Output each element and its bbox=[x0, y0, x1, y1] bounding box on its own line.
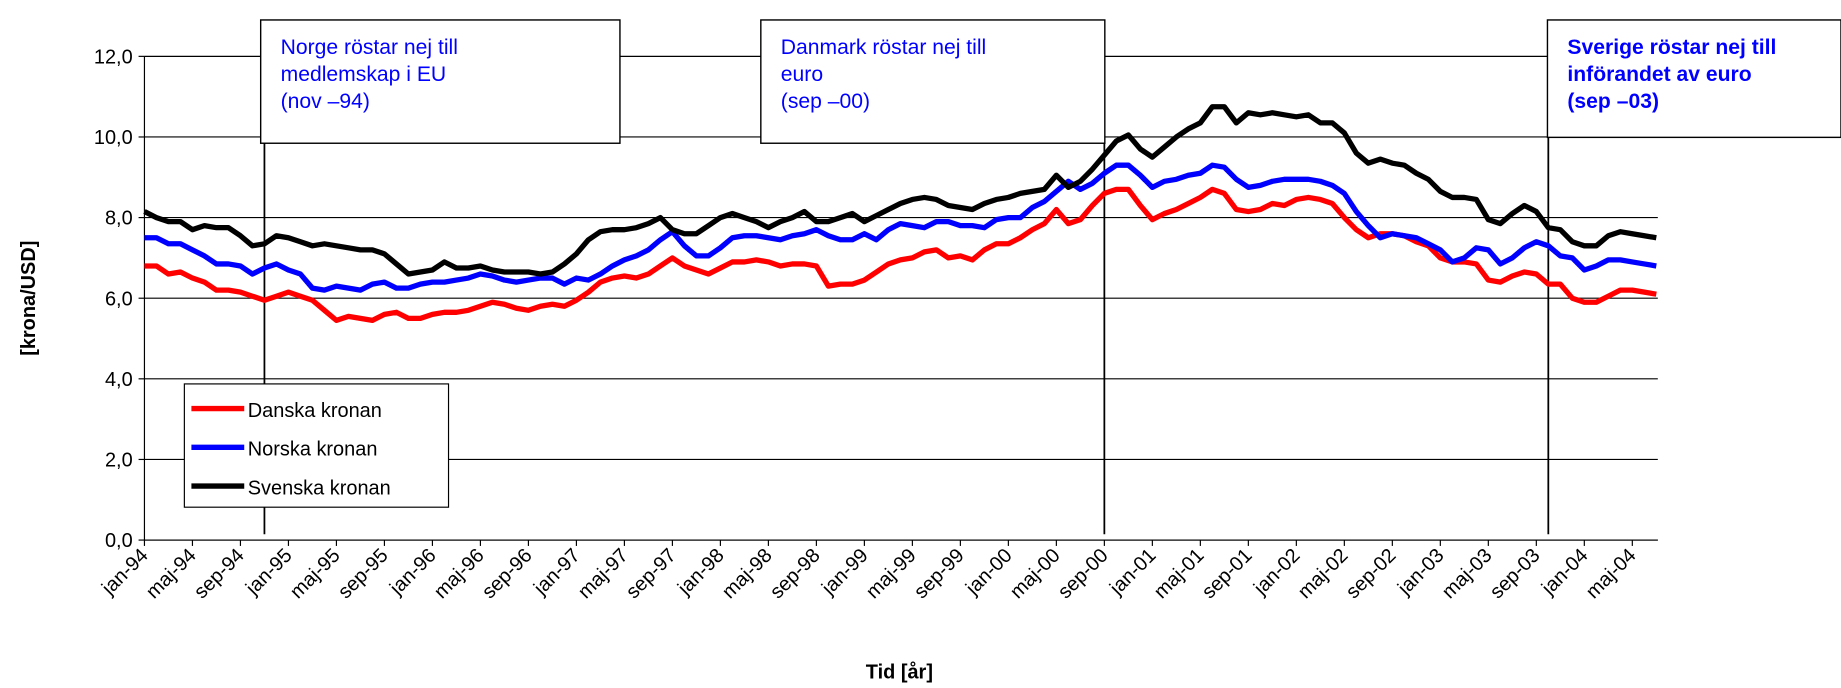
annotation-text: införandet av euro bbox=[1567, 63, 1751, 86]
annotation-text: Norge röstar nej till bbox=[281, 36, 458, 59]
y-tick-label: 12,0 bbox=[94, 46, 133, 68]
annotation-text: Danmark röstar nej till bbox=[781, 36, 986, 59]
x-axis-label: Tid [år] bbox=[866, 661, 933, 684]
y-tick-label: 0,0 bbox=[105, 530, 133, 552]
series-line bbox=[144, 162, 1657, 293]
series-line bbox=[143, 104, 1657, 277]
annotation-text: (sep –00) bbox=[781, 90, 870, 113]
y-tick-label: 6,0 bbox=[105, 288, 133, 310]
annotation-text: Sverige röstar nej till bbox=[1567, 36, 1776, 59]
y-tick-label: 2,0 bbox=[105, 449, 133, 471]
y-axis-label: [krona/USD] bbox=[18, 241, 40, 356]
annotation-text: euro bbox=[781, 63, 823, 86]
annotation-text: (sep –03) bbox=[1567, 90, 1659, 113]
annotation-text: medlemskap i EU bbox=[281, 63, 447, 86]
annotation-box bbox=[259, 19, 621, 144]
y-tick-label: 4,0 bbox=[105, 369, 133, 391]
legend-label: Danska kronan bbox=[248, 400, 382, 422]
annotation-box bbox=[760, 19, 1106, 144]
legend-label: Svenska kronan bbox=[248, 477, 391, 499]
annotation-text: (nov –94) bbox=[281, 90, 370, 113]
legend-label: Norska kronan bbox=[248, 439, 378, 461]
annotation-box bbox=[1546, 19, 1841, 139]
y-tick-label: 10,0 bbox=[94, 127, 133, 149]
y-tick-label: 8,0 bbox=[105, 208, 133, 230]
